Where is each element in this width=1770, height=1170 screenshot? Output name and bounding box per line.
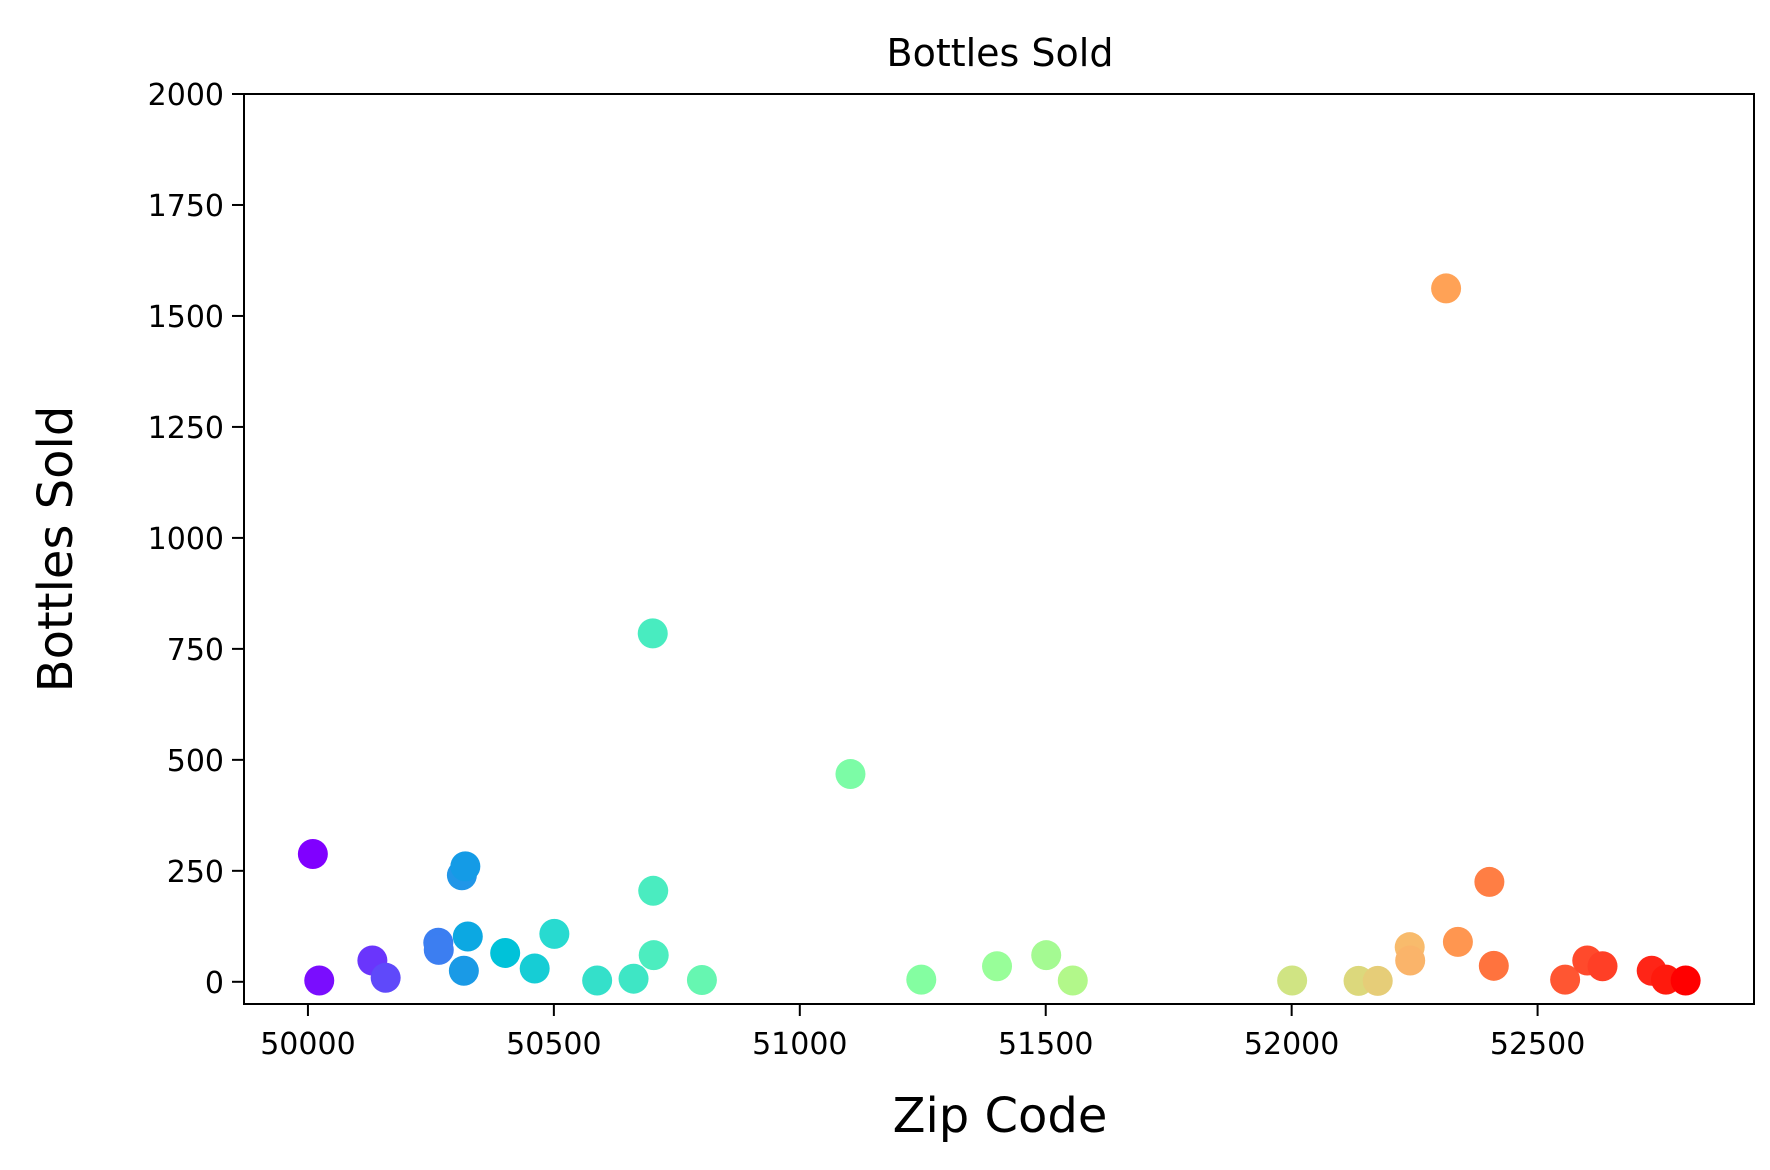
y-tick-label: 500 bbox=[167, 744, 224, 779]
scatter-point bbox=[370, 962, 401, 993]
y-tick-label: 1750 bbox=[148, 189, 224, 224]
scatter-point bbox=[1478, 950, 1509, 981]
x-tick-label: 52000 bbox=[1244, 1027, 1339, 1062]
scatter-point bbox=[423, 934, 454, 965]
scatter-point bbox=[638, 940, 669, 971]
scatter-point bbox=[1474, 866, 1505, 897]
y-tick-label: 1250 bbox=[148, 411, 224, 446]
x-axis: 50000 50500 51000 51500 52000 52500 bbox=[260, 1004, 1585, 1062]
data-points bbox=[297, 273, 1701, 996]
scatter-point bbox=[1670, 965, 1701, 996]
y-tick-label: 1500 bbox=[148, 300, 224, 335]
scatter-point bbox=[1442, 926, 1473, 957]
y-tick-label: 0 bbox=[205, 966, 224, 1001]
x-tick-label: 51000 bbox=[752, 1027, 847, 1062]
scatter-point bbox=[582, 965, 613, 996]
y-tick-label: 250 bbox=[167, 855, 224, 890]
scatter-point bbox=[1431, 273, 1462, 304]
chart-title: Bottles Sold bbox=[887, 31, 1114, 75]
scatter-point bbox=[1395, 945, 1426, 976]
scatter-point bbox=[686, 965, 717, 996]
scatter-point bbox=[1277, 965, 1308, 996]
scatter-point bbox=[906, 964, 937, 995]
scatter-point bbox=[1057, 965, 1088, 996]
x-tick-label: 51500 bbox=[998, 1027, 1093, 1062]
scatter-point bbox=[835, 759, 866, 790]
y-tick-label: 750 bbox=[167, 633, 224, 668]
scatter-point bbox=[539, 918, 570, 949]
plot-frame bbox=[243, 93, 1755, 1005]
scatter-point bbox=[450, 851, 481, 882]
y-tick-label: 1000 bbox=[148, 522, 224, 557]
scatter-point bbox=[618, 963, 649, 994]
scatter-point bbox=[519, 953, 550, 984]
scatter-point bbox=[297, 838, 328, 869]
x-tick-label: 50500 bbox=[506, 1027, 601, 1062]
scatter-point bbox=[490, 937, 521, 968]
scatter-point bbox=[1362, 965, 1393, 996]
x-tick-label: 50000 bbox=[260, 1027, 355, 1062]
scatter-point bbox=[448, 955, 479, 986]
scatter-point bbox=[1550, 964, 1581, 995]
scatter-point bbox=[452, 921, 483, 952]
x-tick-label: 52500 bbox=[1490, 1027, 1585, 1062]
scatter-point bbox=[1031, 940, 1062, 971]
scatter-point bbox=[637, 618, 668, 649]
scatter-point bbox=[1587, 951, 1618, 982]
scatter-point bbox=[304, 965, 335, 996]
y-tick-label: 2000 bbox=[148, 78, 224, 113]
x-axis-label: Zip Code bbox=[893, 1088, 1108, 1144]
scatter-point bbox=[638, 875, 669, 906]
y-axis: 0 250 500 750 1000 1250 1500 1750 2000 bbox=[148, 78, 244, 1001]
scatter-point bbox=[982, 951, 1013, 982]
y-axis-label: Bottles Sold bbox=[28, 406, 84, 693]
